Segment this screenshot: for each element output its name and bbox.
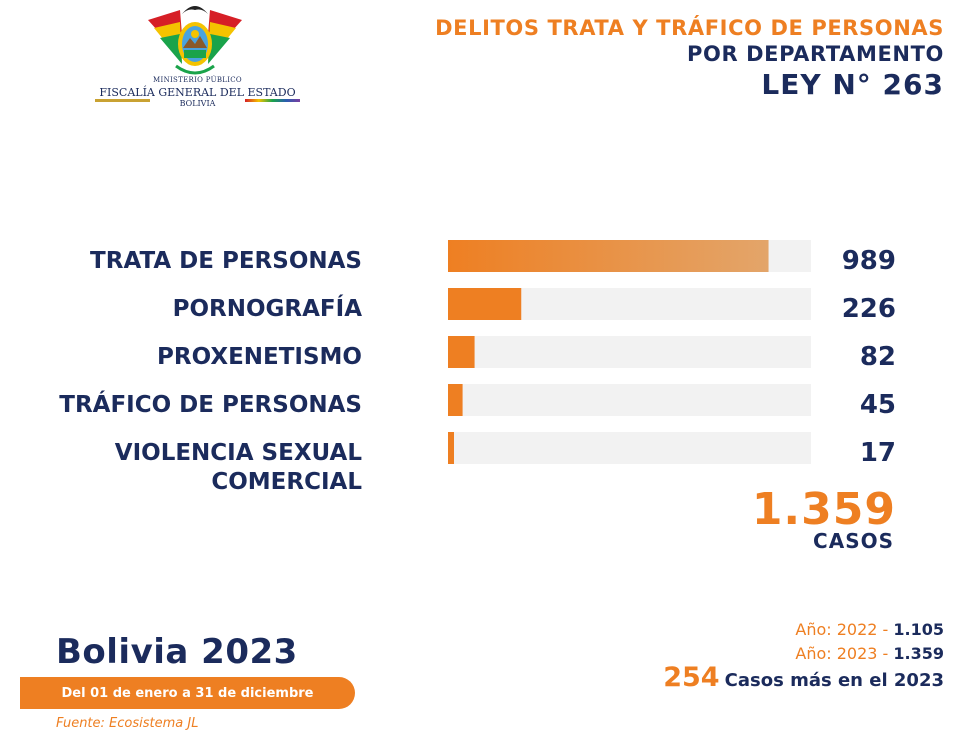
category-label: VIOLENCIA SEXUAL — [115, 440, 363, 466]
difference-number: 254 — [663, 662, 720, 693]
region-year-title: Bolivia 2023 — [56, 632, 298, 672]
bar — [448, 384, 463, 416]
total-cases-unit: CASOS — [813, 529, 894, 553]
difference-text: Casos más en el 2023 — [724, 670, 944, 691]
title-line-1: DELITOS TRATA Y TRÁFICO DE PERSONAS — [435, 16, 944, 40]
year-row-label: Año: 2023 - — [795, 644, 894, 663]
org-stripe-wiphala — [245, 99, 300, 102]
value-label: 17 — [860, 438, 896, 468]
bar — [448, 288, 522, 320]
value-label: 989 — [842, 246, 896, 276]
category-label: TRATA DE PERSONAS — [90, 248, 362, 274]
bar-track — [448, 432, 811, 464]
date-range-text: Del 01 de enero a 31 de diciembre — [61, 685, 314, 701]
bar — [448, 240, 769, 272]
year-row-2022: Año: 2022 - 1.105 — [795, 620, 944, 639]
institution-logo: MINISTERIO PÚBLICO FISCALÍA GENERAL DEL … — [95, 0, 300, 115]
year-row-label: Año: 2022 - — [795, 620, 894, 639]
value-label: 82 — [860, 342, 896, 372]
bar-track — [448, 336, 811, 368]
coat-of-arms-emblem — [148, 6, 242, 75]
category-label: TRÁFICO DE PERSONAS — [59, 390, 362, 418]
date-range-banner: Del 01 de enero a 31 de diciembre — [20, 677, 355, 709]
source-note: Fuente: Ecosistema JL — [56, 716, 199, 731]
bar — [448, 336, 475, 368]
org-line-country: BOLIVIA — [179, 99, 216, 108]
value-label: 226 — [842, 294, 896, 324]
title-line-2: POR DEPARTAMENTO — [687, 42, 944, 66]
year-row-2023: Año: 2023 - 1.359 — [795, 644, 944, 663]
title-line-3: LEY N° 263 — [761, 68, 944, 101]
bar — [448, 432, 454, 464]
org-line-ministry: MINISTERIO PÚBLICO — [153, 76, 242, 84]
org-stripe-gold — [95, 99, 150, 102]
year-row-value: 1.105 — [893, 620, 944, 639]
year-row-value: 1.359 — [893, 644, 944, 663]
org-line-fiscalia: FISCALÍA GENERAL DEL ESTADO — [99, 86, 296, 99]
value-label: 45 — [860, 390, 896, 420]
bar-track — [448, 384, 811, 416]
category-label: COMERCIAL — [211, 469, 362, 495]
difference-summary: 254 Casos más en el 2023 — [663, 662, 944, 693]
category-label: PORNOGRAFÍA — [173, 294, 363, 322]
total-cases-value: 1.359 — [751, 484, 896, 535]
category-label: PROXENETISMO — [157, 344, 362, 370]
